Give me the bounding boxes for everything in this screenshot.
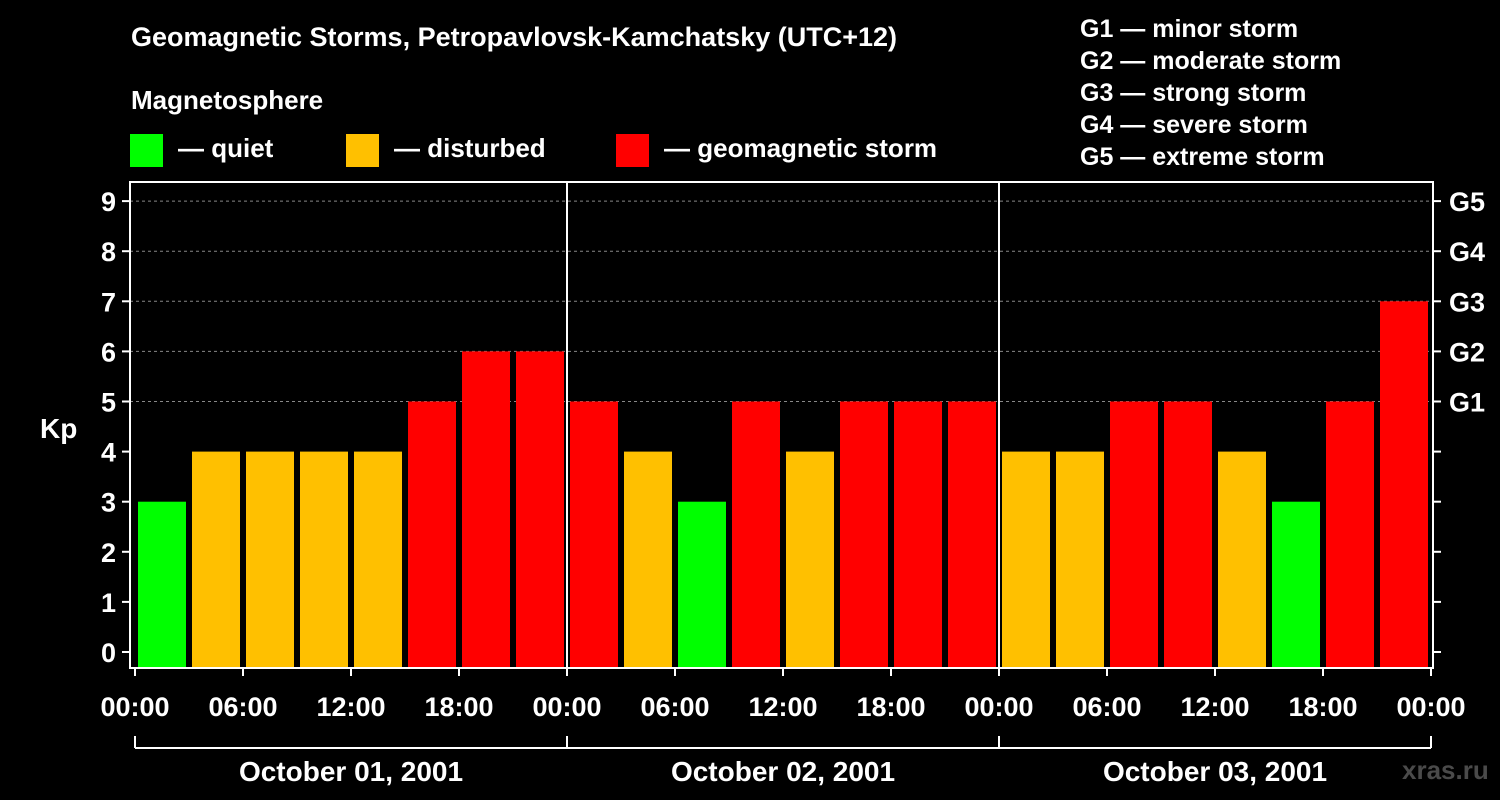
g-scale-g5: G5 — extreme storm [1080,143,1325,171]
x-tick-label: 00:00 [100,692,169,722]
y-tick-label: 9 [101,187,116,217]
kp-bar [354,451,402,668]
kp-bar [300,451,348,668]
x-tick-label: 12:00 [1180,692,1249,722]
kp-bar [840,401,888,668]
right-g-label: G4 [1449,237,1485,267]
day-label: October 01, 2001 [239,756,463,787]
right-g-label: G1 [1449,388,1485,418]
kp-bar [678,501,726,668]
y-tick-label: 6 [101,337,116,367]
kp-bar [1272,501,1320,668]
legend-label-disturbed: — disturbed [394,133,546,163]
kp-bar [408,401,456,668]
kp-bar [1002,451,1050,668]
legend-label-storm: — geomagnetic storm [664,133,938,163]
legend-swatch-quiet [130,134,163,167]
kp-bar [138,501,186,668]
g-scale-g2: G2 — moderate storm [1080,47,1342,75]
y-tick-label: 4 [101,438,116,468]
x-tick-label: 18:00 [856,692,925,722]
kp-bar [732,401,780,668]
kp-bar [624,451,672,668]
x-tick-label: 00:00 [532,692,601,722]
y-tick-label: 7 [101,287,116,317]
kp-bar [192,451,240,668]
legend-title: Magnetosphere [131,85,324,115]
plot-frame [129,181,1434,669]
g-scale-g1: G1 — minor storm [1080,15,1299,43]
kp-bar [516,351,564,668]
kp-bar [786,451,834,668]
kp-bar [1218,451,1266,668]
y-tick-label: 0 [101,638,116,668]
right-g-label: G2 [1449,337,1485,367]
kp-bar [462,351,510,668]
watermark: xras.ru [1402,755,1489,785]
legend-swatch-storm [616,134,649,167]
y-tick-label: 1 [101,588,116,618]
y-tick-label: 2 [101,538,116,568]
x-tick-label: 06:00 [1072,692,1141,722]
g-scale-g3: G3 — strong storm [1080,79,1307,107]
kp-bar [1110,401,1158,668]
x-tick-label: 00:00 [1396,692,1465,722]
x-tick-label: 06:00 [640,692,709,722]
y-tick-label: 3 [101,488,116,518]
kp-bar [1164,401,1212,668]
right-g-label: G5 [1449,187,1485,217]
kp-bar [570,401,618,668]
kp-bar [1380,301,1428,668]
kp-bar [1056,451,1104,668]
x-tick-label: 06:00 [208,692,277,722]
y-axis-label: Kp [40,413,77,444]
legend-label-quiet: — quiet [178,133,274,163]
x-tick-label: 18:00 [424,692,493,722]
chart-title: Geomagnetic Storms, Petropavlovsk-Kamcha… [131,22,898,52]
kp-bar [894,401,942,668]
y-tick-label: 8 [101,237,116,267]
legend-swatch-disturbed [346,134,379,167]
right-g-label: G3 [1449,287,1485,317]
x-tick-label: 12:00 [316,692,385,722]
x-tick-label: 00:00 [964,692,1033,722]
day-label: October 02, 2001 [671,756,895,787]
x-tick-label: 12:00 [748,692,817,722]
day-label: October 03, 2001 [1103,756,1327,787]
kp-bar [1326,401,1374,668]
g-scale-g4: G4 — severe storm [1080,111,1308,139]
x-tick-label: 18:00 [1288,692,1357,722]
y-tick-label: 5 [101,388,116,418]
kp-bar [246,451,294,668]
kp-bar [948,401,996,668]
